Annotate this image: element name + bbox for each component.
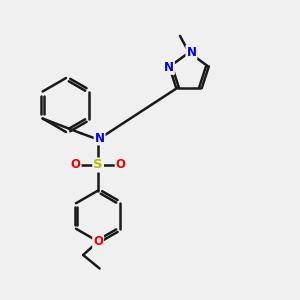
Text: N: N (94, 131, 105, 145)
Text: O: O (116, 158, 126, 172)
Text: N: N (186, 46, 197, 59)
Text: O: O (70, 158, 81, 172)
Text: N: N (164, 61, 174, 74)
Text: O: O (93, 235, 103, 248)
Text: S: S (93, 158, 103, 172)
